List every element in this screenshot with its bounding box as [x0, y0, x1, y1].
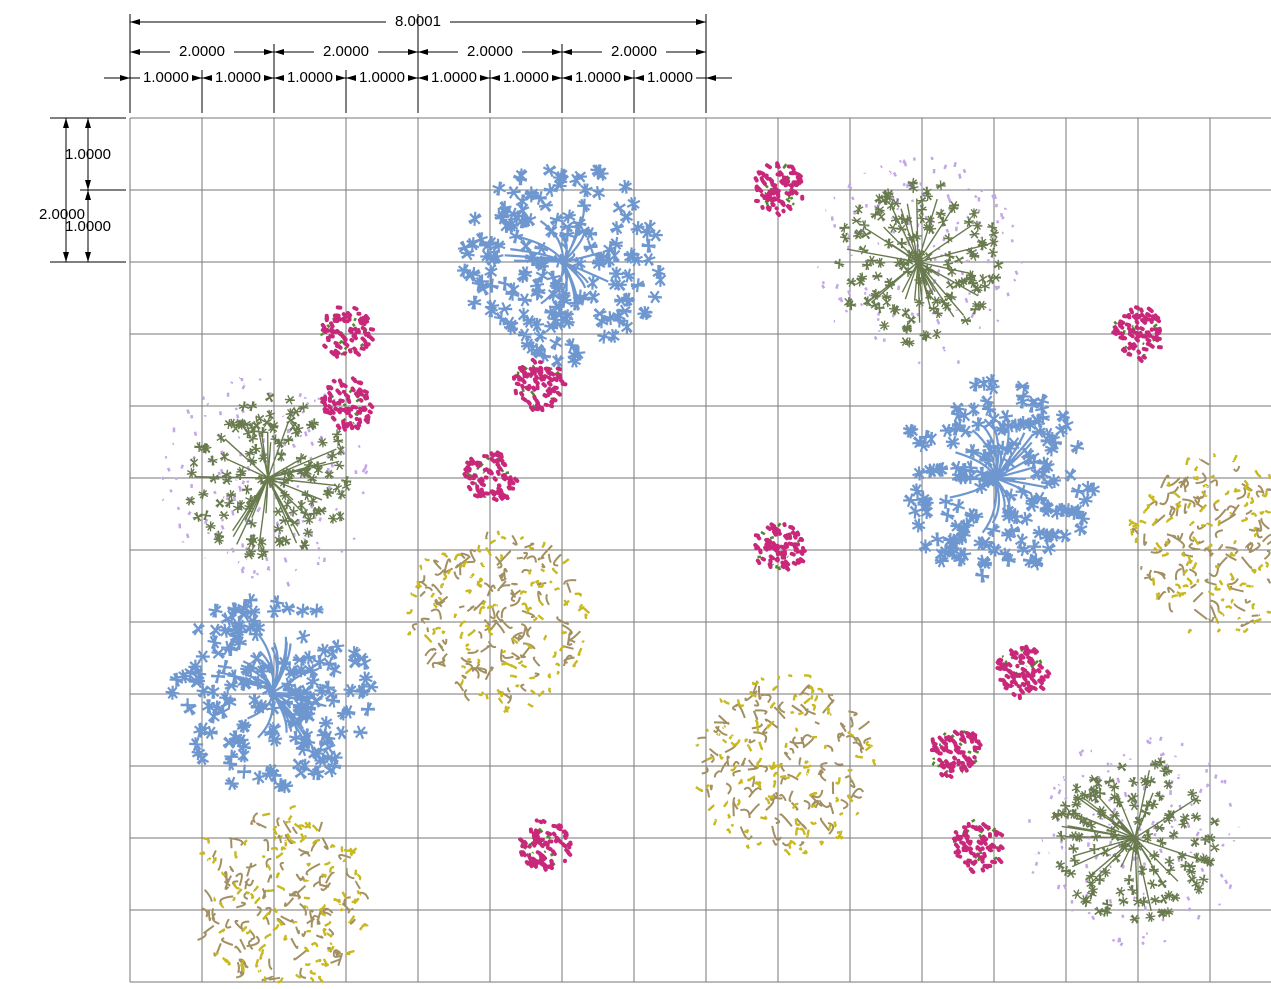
yellow-grass: [406, 530, 591, 714]
arrowhead: [624, 75, 634, 81]
magenta-flower: [462, 450, 520, 502]
arrowhead: [634, 75, 644, 81]
tan-grass: [1131, 458, 1271, 627]
arrowhead: [85, 180, 91, 190]
label-bg: [644, 70, 696, 86]
magenta-flower: [995, 644, 1052, 701]
label-bg: [356, 70, 408, 86]
label-bg: [212, 70, 264, 86]
arrowhead: [418, 75, 428, 81]
magenta-flower: [320, 305, 376, 359]
arrowhead: [130, 19, 140, 25]
arrowhead: [85, 118, 91, 128]
magenta-flower: [320, 376, 375, 432]
label-bg: [428, 70, 480, 86]
tan-grass: [411, 531, 582, 705]
label-bg: [140, 70, 192, 86]
green-shrub: [834, 177, 1004, 348]
dimension-text: 2.0000: [323, 43, 369, 60]
dimension-text: 2.0000: [611, 43, 657, 60]
dimension-text: 1.0000: [575, 69, 621, 86]
plants: [160, 156, 1271, 984]
arrowhead: [63, 118, 69, 128]
dimension-text: 1.0000: [647, 69, 693, 86]
arrowhead: [202, 75, 212, 81]
arrowhead: [552, 75, 562, 81]
arrowhead: [696, 49, 706, 55]
arrowhead: [264, 49, 274, 55]
green-shrub: [1050, 757, 1220, 924]
dimension-text: 2.0000: [467, 43, 513, 60]
dimension-text: 1.0000: [359, 69, 405, 86]
dimension-text: 2.0000: [179, 43, 225, 60]
magenta-flower: [753, 522, 807, 572]
yellow-grass: [695, 673, 877, 856]
arrowhead: [274, 49, 284, 55]
magenta-flower: [518, 818, 573, 872]
arrowhead: [120, 75, 130, 81]
blue-shrub: [457, 163, 667, 369]
tan-grass: [696, 680, 872, 847]
arrowhead: [408, 75, 418, 81]
magenta-flower: [753, 161, 805, 218]
magenta-flower: [929, 729, 983, 779]
yellow-grass: [199, 804, 369, 984]
tan-grass: [197, 812, 370, 982]
arrowhead: [562, 49, 572, 55]
grid: [129, 117, 1271, 983]
arrowhead: [63, 252, 69, 262]
arrowhead: [85, 252, 91, 262]
arrowhead: [490, 75, 500, 81]
label-bg: [572, 70, 624, 86]
dimension-text: 1.0000: [215, 69, 261, 86]
magenta-flower: [511, 357, 568, 413]
arrowhead: [192, 75, 202, 81]
arrowhead: [696, 19, 706, 25]
arrowhead: [706, 75, 716, 81]
arrowhead: [552, 49, 562, 55]
dimension-text: 1.0000: [65, 218, 111, 235]
magenta-flower: [951, 821, 1005, 875]
dimension-text: 8.0001: [395, 13, 441, 30]
arrowhead: [480, 75, 490, 81]
arrowhead: [264, 75, 274, 81]
arrowhead: [346, 75, 356, 81]
arrowhead: [274, 75, 284, 81]
dimension-text: 1.0000: [143, 69, 189, 86]
arrowhead: [562, 75, 572, 81]
arrowhead: [130, 49, 140, 55]
blue-shrub: [165, 593, 379, 794]
arrowhead: [408, 49, 418, 55]
magenta-flower: [1111, 305, 1163, 363]
dimension-text: 1.0000: [287, 69, 333, 86]
blue-shrub: [902, 374, 1101, 583]
dimension-text: 2.0000: [39, 206, 85, 223]
dimension-text: 1.0000: [65, 146, 111, 163]
dimension-text: 1.0000: [431, 69, 477, 86]
arrowhead: [418, 49, 428, 55]
arrowhead: [85, 190, 91, 200]
green-shrub: [185, 392, 352, 561]
arrowhead: [336, 75, 346, 81]
dimension-text: 1.0000: [503, 69, 549, 86]
yellow-grass: [1128, 453, 1271, 634]
label-bg: [284, 70, 336, 86]
label-bg: [500, 70, 552, 86]
